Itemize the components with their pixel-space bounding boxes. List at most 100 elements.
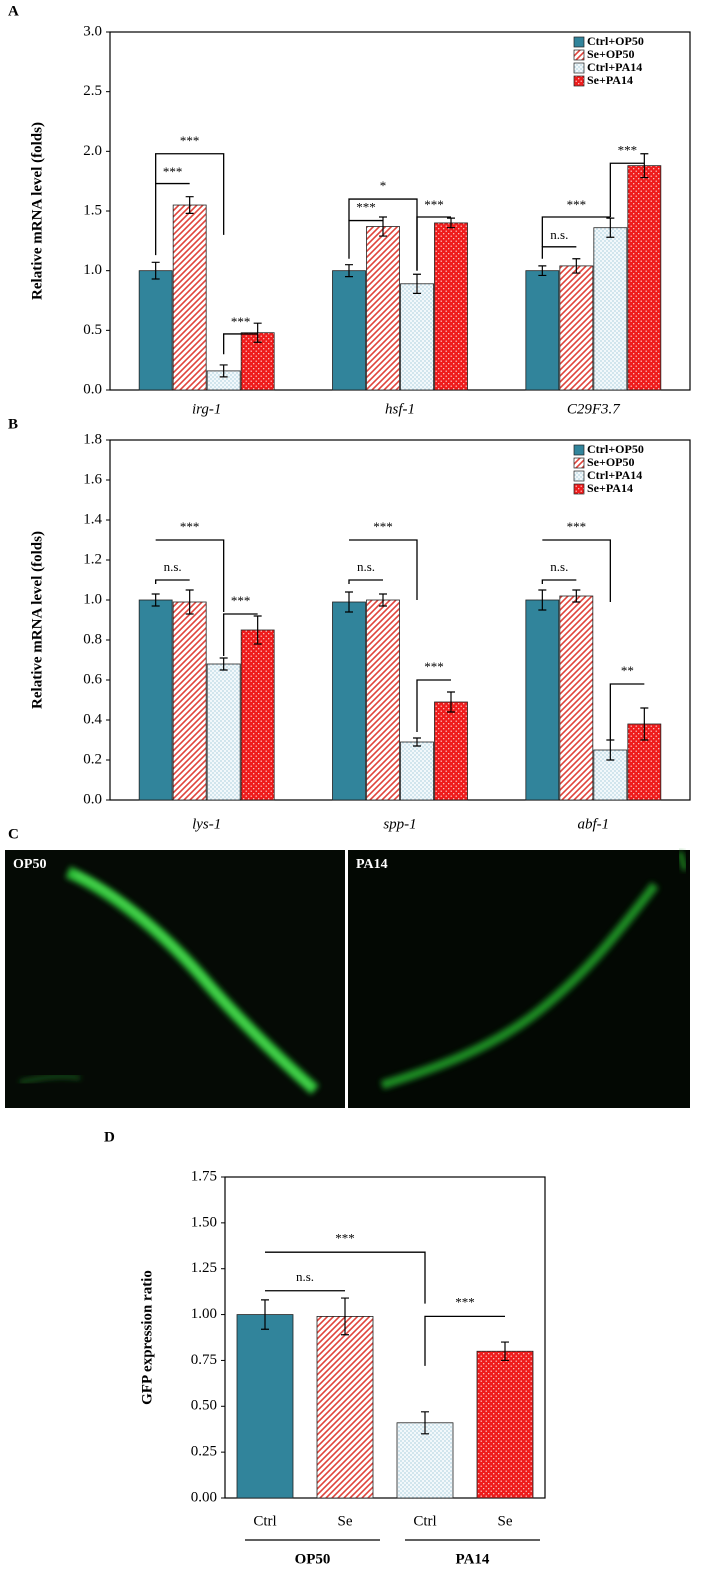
y-tick-label: 0.50 bbox=[191, 1398, 217, 1414]
significance-label: *** bbox=[455, 1295, 475, 1310]
y-tick-label: 0.00 bbox=[191, 1489, 217, 1505]
error-bar bbox=[151, 261, 160, 280]
y-tick-label: 1.25 bbox=[191, 1260, 217, 1276]
bar bbox=[559, 265, 594, 391]
error-bar bbox=[219, 657, 228, 671]
plot-frame bbox=[109, 439, 691, 801]
significance-label: *** bbox=[231, 593, 251, 608]
legend-swatch bbox=[573, 444, 585, 456]
significance-bracket bbox=[223, 613, 258, 656]
significance-label: *** bbox=[373, 519, 393, 534]
significance-label: *** bbox=[424, 659, 444, 674]
bar bbox=[240, 629, 275, 801]
group-label: OP50 bbox=[295, 1551, 331, 1567]
x-tick-label: Ctrl bbox=[413, 1513, 436, 1529]
y-tick-label: 1.0 bbox=[83, 262, 102, 278]
legend-label: Ctrl+PA14 bbox=[587, 60, 642, 74]
y-tick-label: 1.00 bbox=[191, 1306, 217, 1322]
y-tick-label: 0.25 bbox=[191, 1444, 217, 1460]
micrograph: PA14 bbox=[348, 850, 690, 1108]
error-bar bbox=[572, 589, 581, 603]
y-tick-label: 0.2 bbox=[83, 751, 102, 767]
y-tick-label: 0.6 bbox=[83, 671, 102, 687]
x-tick-label: Ctrl bbox=[253, 1513, 276, 1529]
legend-label: Ctrl+PA14 bbox=[587, 468, 642, 482]
significance-bracket bbox=[541, 246, 577, 259]
significance-bracket bbox=[349, 539, 418, 600]
error-bar bbox=[538, 265, 547, 277]
legend-swatch bbox=[573, 62, 585, 74]
significance-bracket bbox=[155, 153, 225, 235]
significance-bracket bbox=[348, 219, 383, 259]
error-bar bbox=[413, 273, 421, 294]
significance-bracket bbox=[155, 579, 190, 584]
y-tick-label: 1.0 bbox=[83, 591, 102, 607]
significance-bracket bbox=[609, 683, 645, 740]
legend-label: Se+OP50 bbox=[587, 455, 635, 469]
legend-label: Ctrl+OP50 bbox=[587, 34, 644, 48]
error-bar bbox=[447, 691, 455, 713]
panel-label: C bbox=[8, 826, 19, 842]
y-tick-label: 0.0 bbox=[83, 381, 102, 397]
micrograph: OP50 bbox=[5, 850, 345, 1108]
bar bbox=[434, 701, 468, 801]
bar bbox=[400, 741, 434, 801]
y-tick-label: 2.5 bbox=[83, 83, 102, 99]
significance-bracket bbox=[424, 1315, 505, 1366]
bar bbox=[396, 1422, 454, 1499]
bar bbox=[332, 270, 366, 391]
y-tick-label: 0.5 bbox=[83, 322, 102, 338]
error-bar bbox=[413, 737, 421, 747]
error-bar bbox=[501, 1341, 509, 1362]
y-tick-label: 1.75 bbox=[191, 1168, 217, 1184]
significance-label: *** bbox=[424, 197, 444, 212]
group-label: PA14 bbox=[456, 1551, 490, 1567]
y-tick-label: 0.0 bbox=[83, 791, 102, 807]
legend-swatch bbox=[573, 470, 585, 482]
significance-label: *** bbox=[231, 314, 251, 329]
panel-label: B bbox=[8, 416, 18, 432]
significance-label: *** bbox=[567, 519, 587, 534]
bar bbox=[332, 601, 366, 801]
x-tick-label: spp-1 bbox=[383, 816, 416, 832]
bar bbox=[593, 227, 628, 391]
error-bar bbox=[185, 589, 194, 615]
error-bar bbox=[345, 591, 353, 613]
bar bbox=[172, 204, 207, 391]
significance-bracket bbox=[416, 216, 451, 271]
error-bar bbox=[572, 258, 581, 274]
bar bbox=[525, 270, 560, 391]
x-tick-label: abf-1 bbox=[577, 816, 609, 832]
legend-swatch bbox=[573, 483, 585, 495]
legend-swatch bbox=[573, 457, 585, 469]
y-tick-label: 0.8 bbox=[83, 631, 102, 647]
panel-label: D bbox=[104, 1129, 115, 1145]
significance-label: *** bbox=[180, 519, 200, 534]
legend-label: Se+PA14 bbox=[587, 481, 633, 495]
significance-bracket bbox=[541, 216, 611, 247]
significance-label: *** bbox=[356, 200, 376, 215]
error-bar bbox=[421, 1411, 429, 1435]
y-tick-label: 1.50 bbox=[191, 1214, 217, 1230]
significance-label: *** bbox=[163, 164, 183, 179]
x-tick-label: C29F3.7 bbox=[567, 401, 621, 417]
bar bbox=[434, 222, 468, 391]
y-axis-label: Relative mRNA level (folds) bbox=[29, 122, 45, 300]
significance-label: * bbox=[380, 178, 387, 193]
legend-swatch bbox=[573, 75, 585, 87]
significance-label: n.s. bbox=[357, 559, 375, 574]
significance-label: *** bbox=[180, 133, 200, 148]
legend-label: Se+OP50 bbox=[587, 47, 635, 61]
x-tick-label: irg-1 bbox=[192, 401, 221, 417]
error-bar bbox=[151, 593, 160, 607]
error-bar bbox=[253, 322, 262, 343]
bar bbox=[172, 601, 207, 801]
bar bbox=[236, 1314, 294, 1499]
bar bbox=[206, 663, 241, 801]
error-bar bbox=[379, 593, 387, 607]
significance-bracket bbox=[223, 333, 258, 355]
plot-frame bbox=[109, 31, 691, 391]
legend-label: Ctrl+OP50 bbox=[587, 442, 644, 456]
bar bbox=[559, 595, 594, 801]
